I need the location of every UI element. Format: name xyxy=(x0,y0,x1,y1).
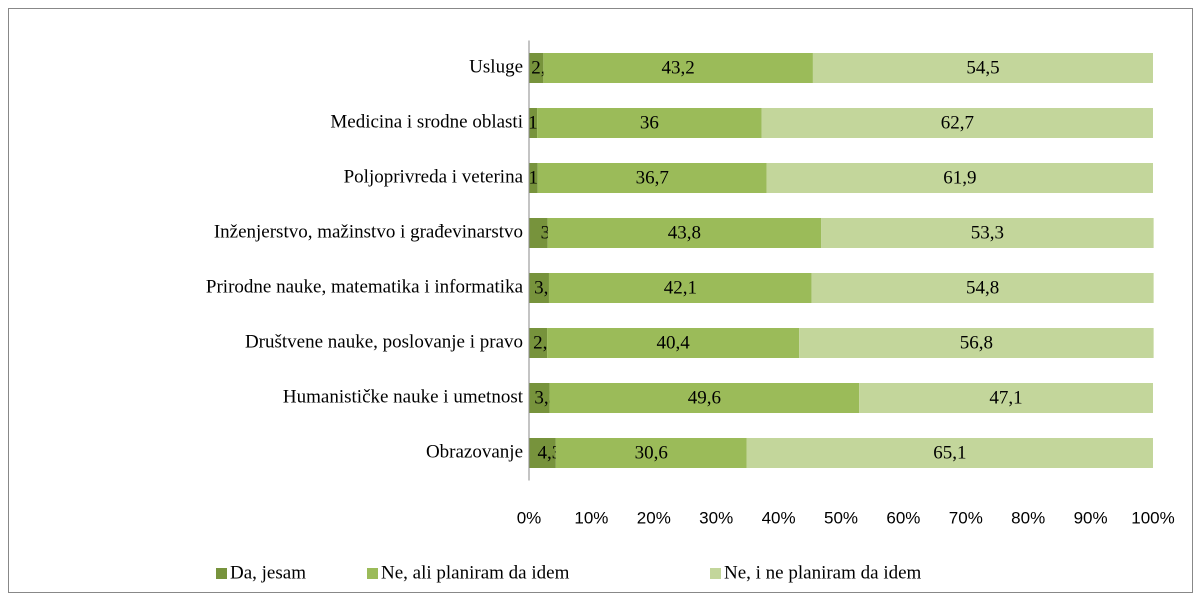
bar-segment xyxy=(555,438,747,468)
legend-label: Da, jesam xyxy=(230,562,306,583)
bar-segment xyxy=(859,383,1153,413)
category-label: Usluge xyxy=(469,56,523,77)
bar-segment xyxy=(811,273,1154,303)
bar-segment xyxy=(761,108,1153,138)
category-label: Humanističke nauke i umetnost xyxy=(283,386,524,407)
bar-segment xyxy=(529,438,556,468)
bar-segment xyxy=(547,218,822,248)
category-label: Medicina i srodne oblasti xyxy=(330,111,523,132)
x-tick-label: 40% xyxy=(762,508,796,527)
legend-swatch xyxy=(216,568,227,579)
legend-label: Ne, ali planiram da idem xyxy=(381,562,570,583)
x-tick-label: 70% xyxy=(949,508,983,527)
bar-segment xyxy=(537,108,762,138)
bar-segment xyxy=(549,383,860,413)
data-label: 43,2 xyxy=(662,57,695,78)
bar-segment xyxy=(799,328,1154,358)
bar-segment xyxy=(821,218,1154,248)
data-label: 47,1 xyxy=(989,387,1022,408)
legend-label: Ne, i ne planiram da idem xyxy=(724,562,922,583)
bar-segment xyxy=(529,383,550,413)
category-label: Obrazovanje xyxy=(426,441,523,462)
data-label: 53,3 xyxy=(971,222,1004,243)
category-label: Poljoprivreda i veterina xyxy=(344,166,524,187)
data-label: 56,8 xyxy=(960,332,993,353)
data-label: 54,8 xyxy=(966,277,999,298)
data-label: 30,6 xyxy=(635,442,668,463)
x-tick-label: 100% xyxy=(1131,508,1174,527)
bar-segment xyxy=(529,163,538,193)
x-tick-label: 30% xyxy=(699,508,733,527)
bar-segment xyxy=(812,53,1153,83)
data-label: 36 xyxy=(640,112,659,133)
data-label: 42,1 xyxy=(664,277,697,298)
data-label: 43,8 xyxy=(668,222,701,243)
bar-segment xyxy=(543,53,813,83)
data-label: 49,6 xyxy=(688,387,721,408)
bar-segment xyxy=(547,328,800,358)
bar-segment xyxy=(746,438,1153,468)
x-tick-label: 50% xyxy=(824,508,858,527)
x-tick-label: 80% xyxy=(1011,508,1045,527)
x-tick-label: 0% xyxy=(517,508,542,527)
bar-segment xyxy=(529,273,549,303)
data-label: 61,9 xyxy=(943,167,976,188)
bar-segment xyxy=(529,328,548,358)
legend-swatch xyxy=(367,568,378,579)
data-label: 62,7 xyxy=(941,112,974,133)
data-label: 54,5 xyxy=(966,57,999,78)
data-label: 3 xyxy=(541,222,551,243)
bar-segment xyxy=(529,218,548,248)
category-label: Društvene nauke, poslovanje i pravo xyxy=(245,331,523,352)
bar-segment xyxy=(548,273,812,303)
bar-segment xyxy=(529,108,538,138)
x-tick-label: 90% xyxy=(1074,508,1108,527)
category-label: Inženjerstvo, mažinstvo i građevinarstvo xyxy=(214,221,523,242)
x-tick-label: 10% xyxy=(574,508,608,527)
category-label: Prirodne nauke, matematika i informatika xyxy=(206,276,524,297)
x-tick-label: 60% xyxy=(886,508,920,527)
legend-swatch xyxy=(710,568,721,579)
bar-segment xyxy=(529,53,544,83)
bar-segment xyxy=(766,163,1153,193)
x-tick-label: 20% xyxy=(637,508,671,527)
data-label: 4,3 xyxy=(538,442,562,463)
data-label: 65,1 xyxy=(933,442,966,463)
data-label: 36,7 xyxy=(636,167,669,188)
bar-segment xyxy=(537,163,767,193)
data-label: 40,4 xyxy=(657,332,691,353)
